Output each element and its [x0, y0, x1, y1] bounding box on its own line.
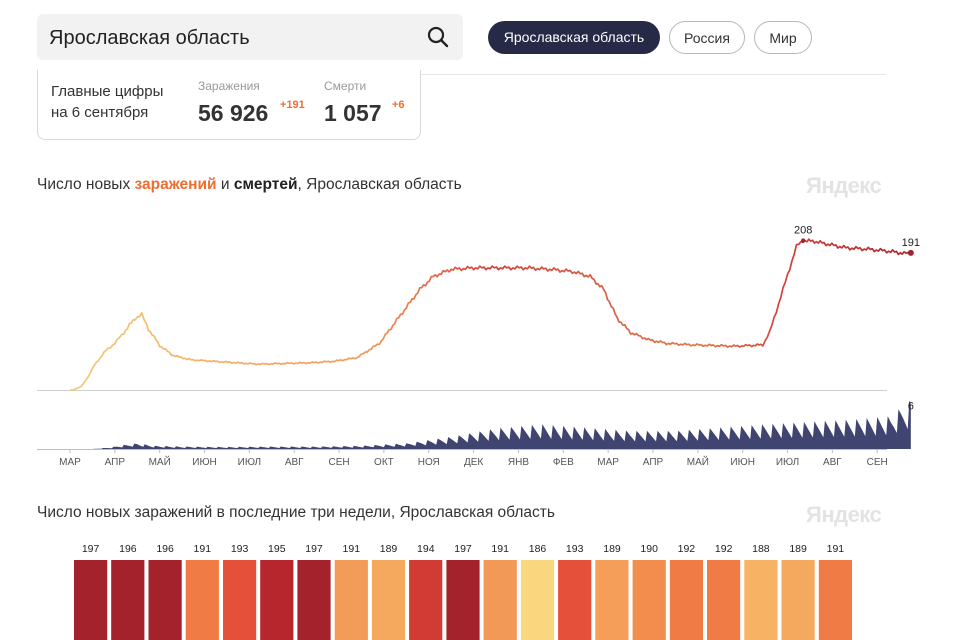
- trend-title-part: и: [216, 176, 234, 193]
- bar: [371, 560, 406, 640]
- bar: [334, 560, 368, 640]
- deaths-last-label: 6: [908, 400, 914, 412]
- x-tick-label: ИЮН: [730, 457, 755, 468]
- bar: [781, 560, 815, 640]
- bar: [818, 560, 852, 640]
- x-tick-label: СЕН: [867, 457, 888, 468]
- deaths-value: 1 057: [324, 100, 382, 126]
- bar-value-label: 186: [529, 543, 547, 555]
- bar: [260, 560, 294, 640]
- bar-value-label: 194: [417, 543, 435, 555]
- bar-value-label: 191: [343, 543, 361, 555]
- x-tick-label: ЯНВ: [508, 457, 529, 468]
- infections-label: Заражения: [198, 79, 260, 93]
- infections-peak-point: [801, 238, 806, 243]
- bar: [409, 560, 443, 640]
- bar: [223, 560, 257, 640]
- x-tick-label: ДЕК: [464, 457, 483, 468]
- summary-label-date: на 6 сентября: [51, 104, 149, 121]
- x-tick-label: ИЮН: [192, 457, 217, 468]
- bars-chart-title: Число новых заражений в последние три не…: [37, 504, 555, 521]
- x-tick-label: МАР: [597, 457, 619, 468]
- infections-value: 56 926: [198, 100, 269, 126]
- bar: [558, 560, 592, 640]
- bar-value-label: 195: [268, 543, 286, 555]
- bar: [669, 560, 703, 640]
- trend-title-part: Число новых: [37, 176, 135, 193]
- summary-card: Главные цифры на 6 сентября Заражения 56…: [37, 70, 421, 140]
- bar-value-label: 192: [678, 543, 696, 555]
- bar-value-label: 191: [194, 543, 212, 555]
- infections-delta: +191: [280, 99, 305, 111]
- bar: [707, 560, 741, 640]
- bar-value-label: 196: [119, 543, 137, 555]
- bar: [297, 560, 331, 640]
- infections-peak-label: 208: [794, 225, 812, 237]
- bar: [744, 560, 778, 640]
- bar-value-label: 193: [566, 543, 584, 555]
- bar-value-label: 189: [603, 543, 621, 555]
- x-tick-label: ИЮЛ: [776, 457, 799, 468]
- tab-world[interactable]: Мир: [754, 21, 812, 54]
- x-tick-label: АПР: [643, 457, 664, 468]
- bar-value-label: 191: [827, 543, 845, 555]
- bar-value-label: 191: [491, 543, 509, 555]
- trend-title-deaths: смертей: [233, 176, 298, 193]
- bar: [185, 560, 219, 640]
- search-box[interactable]: [37, 14, 463, 60]
- summary-label-line1: Главные цифры: [51, 83, 164, 100]
- bar: [446, 560, 480, 640]
- yandex-logo: Яндекс: [806, 173, 882, 198]
- x-tick-label: СЕН: [329, 457, 350, 468]
- search-input[interactable]: [47, 20, 411, 56]
- bar: [595, 560, 629, 640]
- bar: [74, 560, 108, 640]
- deaths-label: Смерти: [324, 79, 367, 93]
- x-tick-label: МАЙ: [687, 455, 709, 468]
- bar-value-label: 197: [305, 543, 323, 555]
- bar-value-label: 189: [380, 543, 398, 555]
- x-tick-label: ФЕВ: [553, 457, 574, 468]
- infections-line: [70, 238, 912, 391]
- tab-russia[interactable]: Россия: [669, 21, 745, 54]
- x-tick-label: ОКТ: [374, 457, 394, 468]
- x-tick-label: АВГ: [823, 457, 842, 468]
- tab-yaroslavl[interactable]: Ярославская область: [488, 21, 660, 54]
- bar-value-label: 192: [715, 543, 733, 555]
- bar-value-label: 190: [640, 543, 658, 555]
- infections-end-point: [907, 249, 914, 256]
- bar-value-label: 193: [231, 543, 249, 555]
- bar: [483, 560, 517, 640]
- trend-chart-title: Число новых заражений и смертей, Ярослав…: [37, 176, 462, 194]
- bar-value-label: 189: [789, 543, 807, 555]
- x-tick-label: ИЮЛ: [238, 457, 261, 468]
- x-tick-label: МАР: [59, 457, 81, 468]
- trend-title-infections: заражений: [134, 176, 217, 193]
- infections-last-label: 191: [902, 237, 920, 249]
- x-tick-label: МАЙ: [149, 455, 171, 468]
- x-tick-label: АВГ: [285, 457, 304, 468]
- bar: [111, 560, 145, 640]
- bar: [148, 560, 182, 640]
- bar-value-label: 197: [454, 543, 472, 555]
- deaths-area: [70, 400, 911, 449]
- bar-value-label: 196: [156, 543, 174, 555]
- trend-title-region: , Ярославская область: [297, 176, 462, 193]
- bar-value-label: 197: [82, 543, 100, 555]
- bar: [632, 560, 666, 640]
- yandex-logo: Яндекс: [806, 502, 882, 527]
- header-divider: [421, 74, 886, 75]
- bar-value-label: 188: [752, 543, 770, 555]
- x-tick-label: НОЯ: [418, 457, 440, 468]
- deaths-delta: +6: [392, 99, 405, 111]
- x-tick-label: АПР: [105, 457, 126, 468]
- bar: [520, 560, 555, 640]
